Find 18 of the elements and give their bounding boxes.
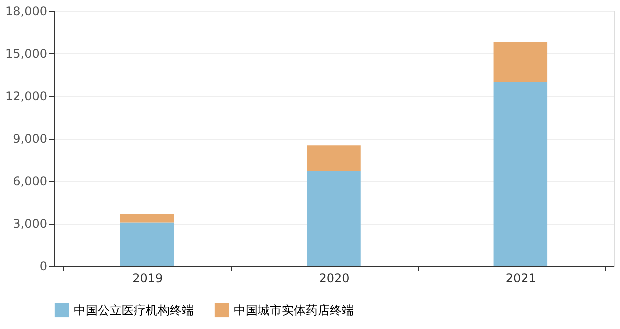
y-tick-label: 15,000 [6, 47, 48, 61]
bar [494, 42, 548, 83]
y-tick-label: 9,000 [13, 132, 48, 146]
y-tick-label: 3,000 [13, 217, 48, 231]
legend-label: 中国公立医疗机构终端 [74, 303, 194, 318]
x-tick-label: 2021 [506, 272, 536, 286]
x-tick-label: 2020 [319, 272, 350, 286]
bar [494, 82, 548, 266]
y-tick-label: 18,000 [6, 4, 48, 18]
y-tick-label: 0 [40, 260, 48, 274]
x-tick-label: 2019 [132, 272, 164, 286]
y-tick-label: 6,000 [13, 174, 48, 188]
bar [120, 214, 174, 223]
bar [120, 222, 174, 266]
y-tick-label: 12,000 [6, 90, 48, 104]
legend-label: 中国城市实体药店终端 [234, 303, 354, 318]
bar [307, 171, 361, 266]
bar [307, 146, 361, 172]
